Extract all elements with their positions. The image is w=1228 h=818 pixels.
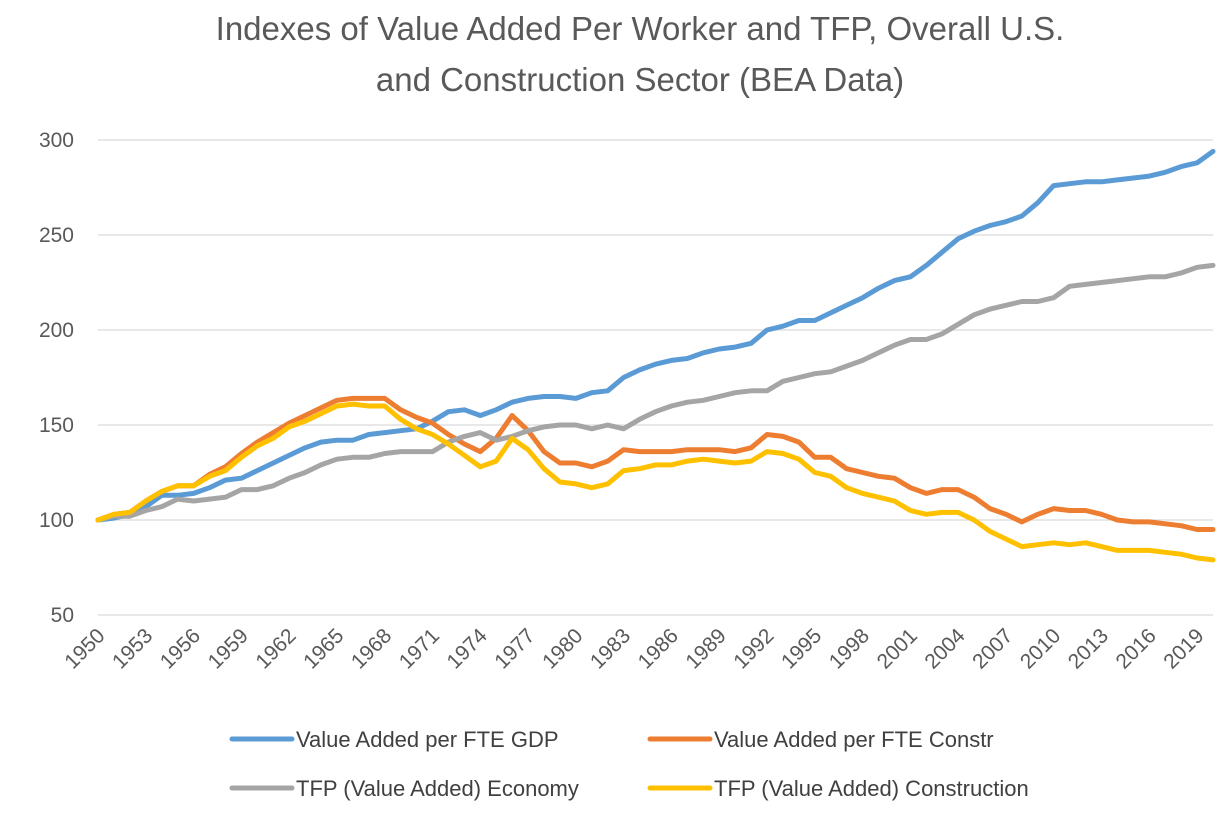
chart-title-line-2: and Construction Sector (BEA Data) (376, 61, 904, 98)
y-tick-label: 50 (51, 604, 74, 627)
y-tick-label: 250 (39, 224, 74, 247)
series-line-value-added-per-fte-gdp (95, 148, 1216, 523)
series-line-tfp-value-added-economy (95, 262, 1216, 523)
chart-title-line-1: Indexes of Value Added Per Worker and TF… (216, 10, 1065, 47)
legend-label-value-added-per-fte-gdp: Value Added per FTE GDP (296, 727, 559, 752)
series-line-tfp-value-added-construction (95, 401, 1216, 563)
y-tick-label: 100 (39, 509, 74, 532)
y-tick-label: 150 (39, 414, 74, 437)
legend: Value Added per FTE GDP Value Added per F… (229, 727, 1029, 801)
legend-label-tfp-value-added-economy: TFP (Value Added) Economy (296, 776, 579, 801)
series-line-value-added-per-fte-constr (95, 395, 1216, 532)
y-axis-tick-labels: 300 250 200 150 100 50 (39, 129, 74, 627)
series-lines (95, 148, 1216, 563)
legend-label-tfp-value-added-construction: TFP (Value Added) Construction (714, 776, 1029, 801)
legend-label-value-added-per-fte-constr: Value Added per FTE Constr (714, 727, 994, 752)
y-tick-label: 200 (39, 319, 74, 342)
y-tick-label: 300 (39, 129, 74, 152)
